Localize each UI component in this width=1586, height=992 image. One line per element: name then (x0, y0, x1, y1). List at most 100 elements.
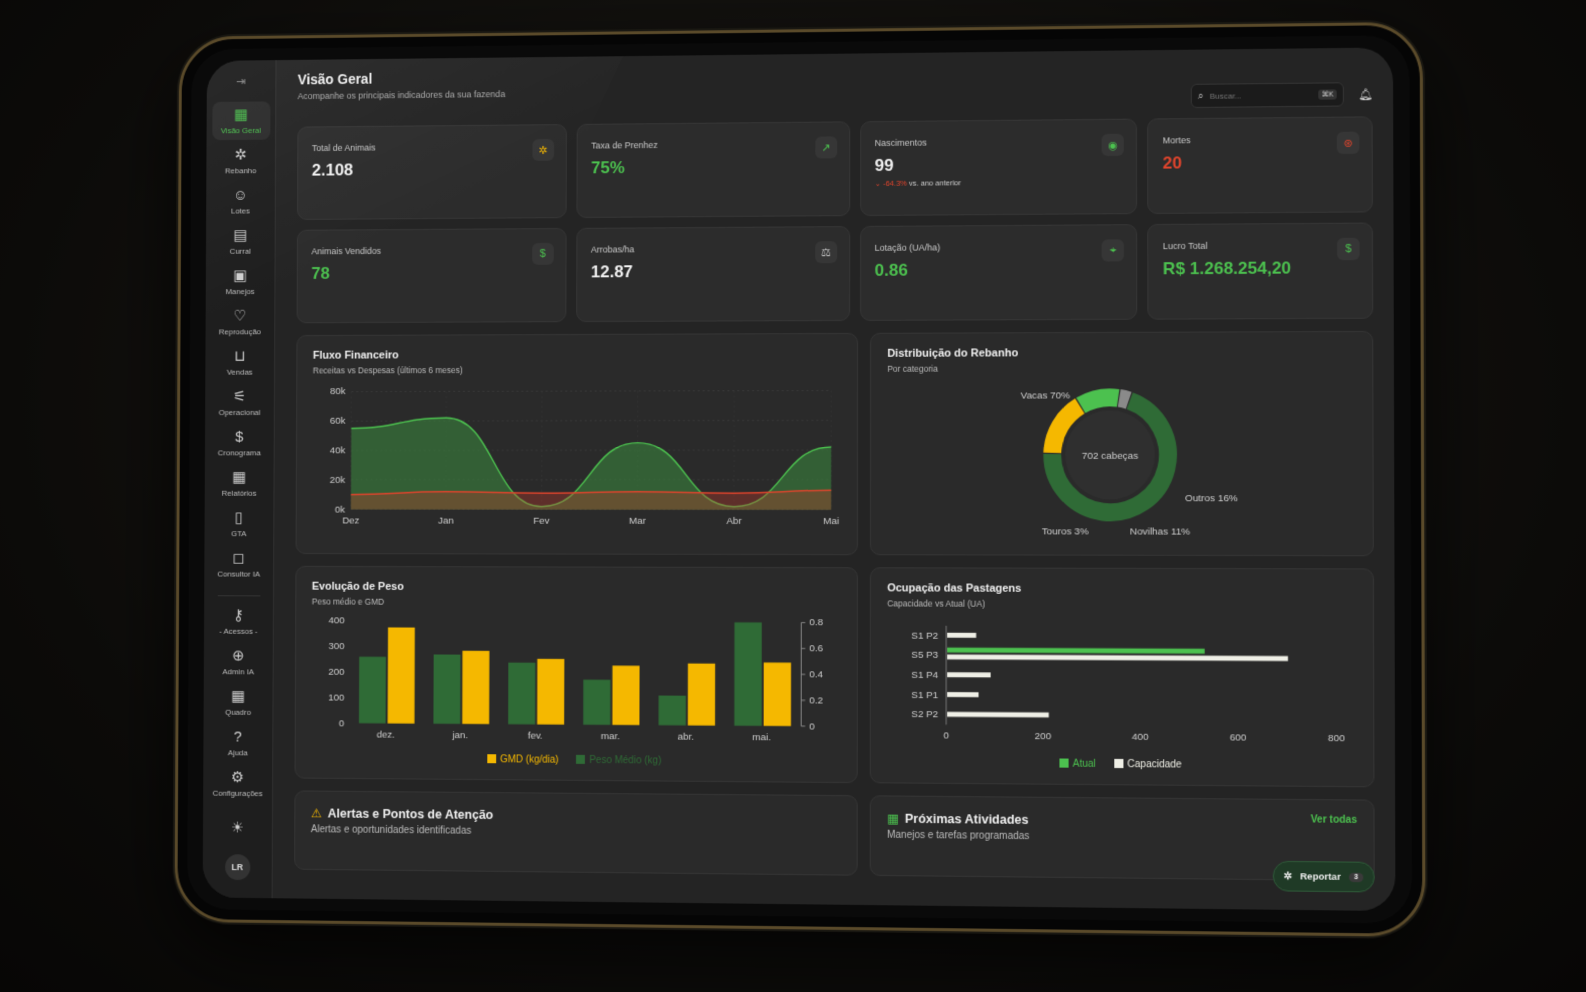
bar-peso-medio[interactable] (658, 695, 686, 726)
search-box[interactable]: ⌕ ⌘K (1190, 82, 1344, 109)
bar-capacidade[interactable] (947, 654, 1289, 662)
charts-row: Fluxo Financeiro Receitas vs Despesas (ú… (294, 330, 1375, 788)
bar-gmd[interactable] (537, 658, 565, 725)
bar-gmd[interactable] (688, 663, 716, 727)
legend-label: Peso Médio (kg) (589, 754, 662, 767)
legend-item[interactable]: Atual (1059, 758, 1096, 770)
sidebar-item-operacional[interactable]: ⚟ Operacional (210, 383, 268, 421)
bar-peso-medio[interactable] (358, 656, 386, 724)
legend-item[interactable]: GMD (kg/dia) (487, 754, 559, 766)
legend-item[interactable]: Capacidade (1114, 758, 1182, 771)
slice-label: Novilhas 11% (1130, 526, 1191, 537)
kpi-label: Lotação (UA/ha) (874, 242, 941, 253)
kpi-value: 75% (591, 158, 625, 178)
x-tick-label: Mai (823, 515, 839, 526)
legend-swatch (487, 754, 497, 764)
y-tick-label: 0k (335, 504, 345, 515)
bar-peso-medio[interactable] (433, 654, 461, 724)
bar-gmd[interactable] (462, 650, 490, 725)
y-tick-label: 20k (330, 475, 346, 486)
report-label: Reportar (1300, 870, 1341, 883)
dollar-icon: $ (235, 428, 244, 446)
dollar-icon: $ (1337, 237, 1360, 261)
x-tick-label: 600 (1230, 732, 1247, 743)
slice-label: Vacas 70% (1021, 390, 1071, 401)
grid-line (351, 390, 831, 391)
x-tick-label: fev. (528, 730, 543, 741)
peso-title: Evolução de Peso (311, 580, 404, 593)
report-count: 3 (1348, 872, 1364, 882)
legend-label: GMD (kg/dia) (500, 754, 559, 766)
y-tick-label: S5 P3 (912, 650, 939, 661)
pastagens-panel: Ocupação das Pastagens Capacidade vs Atu… (869, 567, 1375, 788)
trend-up-icon: ↗ (814, 136, 837, 159)
kpi-trend: ⌄ -64.3% vs. ano anterior (875, 177, 1122, 188)
sliders-icon: ⚟ (232, 388, 247, 406)
collapse-sidebar-icon[interactable]: ⇥ (236, 74, 246, 89)
x-tick-label: mar. (601, 731, 620, 742)
kpi-value: 20 (1162, 153, 1183, 173)
sidebar-item-gta[interactable]: ▯ GTA (210, 505, 268, 544)
bug-icon: ✲ (1283, 870, 1292, 882)
bar-capacidade[interactable] (947, 632, 977, 638)
distribuicao-subtitle: Por categoria (887, 363, 938, 374)
peso-legend: GMD (kg/dia) Peso Médio (kg) (311, 753, 841, 768)
topbar: Visão Geral Acompanhe os principais indi… (297, 60, 1373, 121)
donut-slice[interactable] (1119, 398, 1128, 400)
sidebar-item-ajuda[interactable]: ? Ajuda (209, 723, 267, 762)
sidebar-item-manejos[interactable]: ▣ Manejos (211, 262, 269, 301)
sidebar-item-curral[interactable]: ▤ Curral (211, 222, 269, 261)
sidebar-item-rebanho[interactable]: ✲ Rebanho (212, 142, 270, 181)
kpi-card: Taxa de Prenhez 75% ↗ (576, 121, 850, 219)
atividades-subtitle: Manejos e tarefas programadas (886, 829, 1030, 843)
sidebar-item-relat-rios[interactable]: ▦ Relatórios (210, 464, 268, 502)
sidebar-item-vis-o-geral[interactable]: ▦ Visão Geral (211, 101, 270, 141)
search-input[interactable] (1209, 90, 1313, 101)
x-tick-label: Abr (726, 515, 742, 526)
bar-gmd[interactable] (387, 627, 415, 724)
y2-tick-label: 0.2 (809, 695, 823, 706)
sidebar-item-label: Reprodução (218, 327, 261, 337)
bar-peso-medio[interactable] (734, 622, 762, 726)
bar-capacidade[interactable] (947, 692, 979, 698)
kpi-card: Animais Vendidos 78 $ (296, 227, 567, 324)
sidebar-item-quadro[interactable]: ▦ Quadro (209, 683, 267, 722)
kpi-label: Mortes (1162, 135, 1191, 146)
grid-icon: ▦ (234, 106, 248, 124)
bar-gmd[interactable] (763, 662, 792, 727)
bar-capacidade[interactable] (947, 711, 1049, 718)
sidebar-item-cronograma[interactable]: $ Cronograma (210, 424, 268, 462)
sidebar-divider (217, 595, 260, 597)
sidebar-item-admin-ia[interactable]: ⊕ Admin IA (209, 643, 267, 682)
peso-subtitle: Peso médio e GMD (311, 596, 385, 607)
y-tick-label: S1 P4 (912, 670, 940, 681)
sidebar-item-acessos[interactable]: ⚷ - Acessos - (209, 602, 267, 641)
ver-todas-link[interactable]: Ver todas (1310, 814, 1358, 826)
y-tick-label: 200 (328, 667, 345, 678)
donut-slice[interactable] (1081, 397, 1118, 405)
sidebar-item-label: Admin IA (222, 667, 254, 677)
theme-toggle-icon[interactable]: ☀ (230, 819, 244, 837)
bar-peso-medio[interactable] (583, 679, 611, 725)
bottom-row: ⚠ Alertas e Pontos de Atenção Alertas e o… (294, 790, 1375, 882)
avatar[interactable]: LR (224, 854, 250, 881)
grid-icon: ▦ (231, 688, 245, 705)
sidebar-item-reprodu-o[interactable]: ♡ Reprodução (211, 303, 269, 342)
sidebar-item-vendas[interactable]: ⊔ Vendas (211, 343, 269, 382)
bar-gmd[interactable] (612, 665, 640, 726)
kpi-card: Arrobas/ha 12.87 ⚖ (575, 226, 850, 323)
tablet-frame: ⇥ ▦ Visão Geral ✲ Rebanho ☺ Lotes ▤ Curral ▣ Mane… (174, 21, 1426, 938)
bell-icon[interactable]: 🔔︎ (1358, 88, 1373, 101)
legend-item[interactable]: Peso Médio (kg) (576, 754, 662, 767)
gear-icon: ⚙ (231, 769, 245, 787)
report-button[interactable]: ✲ Reportar 3 (1272, 860, 1375, 893)
bar-capacidade[interactable] (947, 672, 991, 678)
sidebar-item-lotes[interactable]: ☺ Lotes (211, 182, 269, 221)
kpi-trend-value: -64.3% (883, 178, 907, 188)
sidebar-item-consultor-ia[interactable]: ◻ Consultor IA (210, 545, 268, 584)
bar-peso-medio[interactable] (508, 662, 536, 725)
area-series-fill (350, 490, 832, 510)
chat-icon: ◻ (232, 549, 245, 567)
bar-atual[interactable] (947, 647, 1205, 654)
sidebar-item-configura-es[interactable]: ⚙ Configurações (208, 764, 266, 803)
